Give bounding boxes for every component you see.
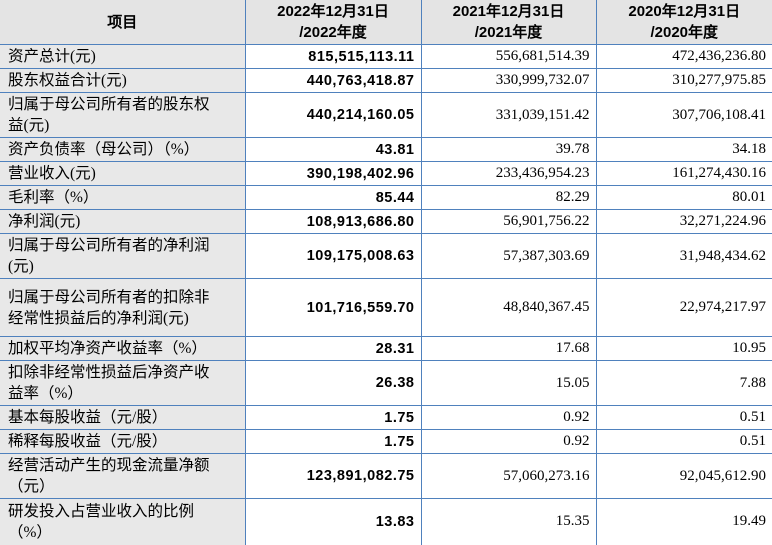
row-label: 毛利率（%） — [0, 185, 246, 210]
value-2020: 80.01 — [595, 185, 772, 210]
value-2022: 390,198,402.96 — [244, 161, 422, 186]
row-label: 经营活动产生的现金流量净额 （元） — [0, 453, 246, 499]
value-2021: 17.68 — [420, 336, 597, 361]
col-header-2022: 2022年12月31日 /2022年度 — [244, 0, 422, 45]
col-header-item: 项目 — [0, 0, 246, 45]
value-2021: 15.35 — [420, 498, 597, 545]
value-2020: 31,948,434.62 — [595, 233, 772, 279]
value-2022: 26.38 — [244, 360, 422, 406]
col-header-2020: 2020年12月31日 /2020年度 — [595, 0, 772, 45]
row-label: 股东权益合计(元) — [0, 68, 246, 93]
value-2021: 556,681,514.39 — [420, 44, 597, 69]
row-label: 归属于母公司所有者的股东权 益(元) — [0, 92, 246, 138]
value-2020: 310,277,975.85 — [595, 68, 772, 93]
table-header-row: 项目 2022年12月31日 /2022年度 2021年12月31日 /2021… — [0, 0, 772, 45]
row-label: 研发投入占营业收入的比例 （%） — [0, 498, 246, 545]
row-label: 基本每股收益（元/股） — [0, 405, 246, 430]
value-2020: 19.49 — [595, 498, 772, 545]
value-2022: 101,716,559.70 — [244, 278, 422, 337]
row-label: 净利润(元) — [0, 209, 246, 234]
value-2021: 56,901,756.22 — [420, 209, 597, 234]
table-row-rd-ratio: 研发投入占营业收入的比例 （%） 13.83 15.35 19.49 — [0, 498, 772, 545]
value-2022: 108,913,686.80 — [244, 209, 422, 234]
table-row-weighted-avg-roe: 加权平均净资产收益率（%） 28.31 17.68 10.95 — [0, 336, 772, 361]
value-2020: 34.18 — [595, 137, 772, 162]
value-2020: 7.88 — [595, 360, 772, 406]
table-row-debt-ratio: 资产负债率（母公司）（%） 43.81 39.78 34.18 — [0, 137, 772, 162]
table-row-operating-cash-flow: 经营活动产生的现金流量净额 （元） 123,891,082.75 57,060,… — [0, 453, 772, 499]
value-2022: 43.81 — [244, 137, 422, 162]
value-2021: 0.92 — [420, 405, 597, 430]
col-header-2021: 2021年12月31日 /2021年度 — [420, 0, 597, 45]
row-label: 加权平均净资产收益率（%） — [0, 336, 246, 361]
table-row-revenue: 营业收入(元) 390,198,402.96 233,436,954.23 16… — [0, 161, 772, 186]
value-2020: 22,974,217.97 — [595, 278, 772, 337]
value-2021: 15.05 — [420, 360, 597, 406]
row-label: 稀释每股收益（元/股） — [0, 429, 246, 454]
table-row-equity-attributable-parent: 归属于母公司所有者的股东权 益(元) 440,214,160.05 331,03… — [0, 92, 772, 138]
value-2021: 57,060,273.16 — [420, 453, 597, 499]
row-label: 扣除非经常性损益后净资产收 益率（%） — [0, 360, 246, 406]
row-label: 资产负债率（母公司）（%） — [0, 137, 246, 162]
value-2020: 472,436,236.80 — [595, 44, 772, 69]
value-2020: 0.51 — [595, 429, 772, 454]
table-row-total-assets: 资产总计(元) 815,515,113.11 556,681,514.39 47… — [0, 44, 772, 69]
value-2022: 109,175,008.63 — [244, 233, 422, 279]
value-2021: 39.78 — [420, 137, 597, 162]
value-2022: 28.31 — [244, 336, 422, 361]
value-2021: 0.92 — [420, 429, 597, 454]
value-2022: 13.83 — [244, 498, 422, 545]
row-label: 归属于母公司所有者的净利润 (元) — [0, 233, 246, 279]
row-label: 归属于母公司所有者的扣除非 经常性损益后的净利润(元) — [0, 278, 246, 337]
value-2022: 440,214,160.05 — [244, 92, 422, 138]
value-2022: 123,891,082.75 — [244, 453, 422, 499]
value-2020: 161,274,430.16 — [595, 161, 772, 186]
value-2020: 92,045,612.90 — [595, 453, 772, 499]
value-2022: 815,515,113.11 — [244, 44, 422, 69]
value-2021: 331,039,151.42 — [420, 92, 597, 138]
value-2020: 307,706,108.41 — [595, 92, 772, 138]
table-row-net-profit-attributable-parent: 归属于母公司所有者的净利润 (元) 109,175,008.63 57,387,… — [0, 233, 772, 279]
table-row-basic-eps: 基本每股收益（元/股） 1.75 0.92 0.51 — [0, 405, 772, 430]
value-2022: 85.44 — [244, 185, 422, 210]
value-2020: 32,271,224.96 — [595, 209, 772, 234]
table-row-net-profit-excl-nonrecurring: 归属于母公司所有者的扣除非 经常性损益后的净利润(元) 101,716,559.… — [0, 278, 772, 337]
table-row-net-profit: 净利润(元) 108,913,686.80 56,901,756.22 32,2… — [0, 209, 772, 234]
value-2021: 48,840,367.45 — [420, 278, 597, 337]
table-row-diluted-eps: 稀释每股收益（元/股） 1.75 0.92 0.51 — [0, 429, 772, 454]
value-2021: 82.29 — [420, 185, 597, 210]
value-2022: 1.75 — [244, 429, 422, 454]
value-2022: 440,763,418.87 — [244, 68, 422, 93]
row-label: 营业收入(元) — [0, 161, 246, 186]
row-label: 资产总计(元) — [0, 44, 246, 69]
table-row-total-equity: 股东权益合计(元) 440,763,418.87 330,999,732.07 … — [0, 68, 772, 93]
table-row-gross-margin: 毛利率（%） 85.44 82.29 80.01 — [0, 185, 772, 210]
value-2020: 10.95 — [595, 336, 772, 361]
value-2021: 233,436,954.23 — [420, 161, 597, 186]
value-2021: 330,999,732.07 — [420, 68, 597, 93]
value-2021: 57,387,303.69 — [420, 233, 597, 279]
value-2022: 1.75 — [244, 405, 422, 430]
table-row-roe-excl-nonrecurring: 扣除非经常性损益后净资产收 益率（%） 26.38 15.05 7.88 — [0, 360, 772, 406]
value-2020: 0.51 — [595, 405, 772, 430]
